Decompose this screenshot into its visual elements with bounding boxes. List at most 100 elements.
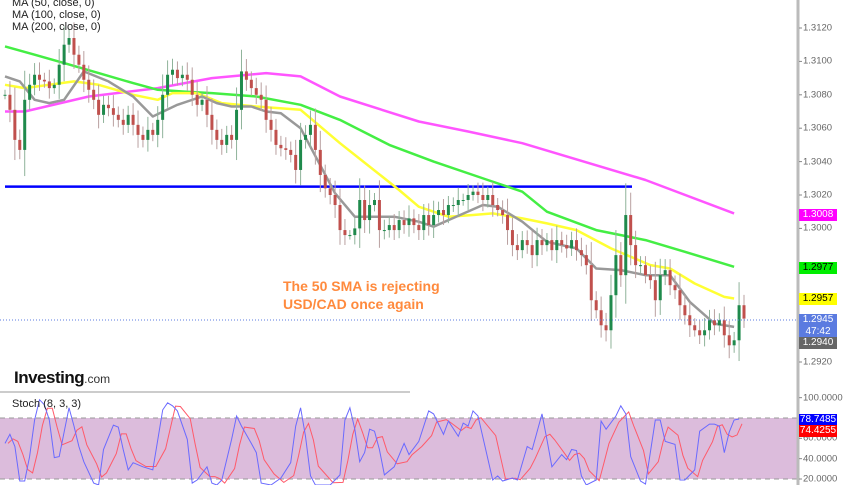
candle — [239, 49, 243, 130]
candle — [77, 45, 81, 73]
candle — [550, 228, 554, 261]
candle — [461, 193, 465, 206]
candle-body — [722, 320, 726, 336]
candle — [87, 65, 91, 103]
candle — [18, 129, 22, 160]
candle-body — [535, 240, 539, 256]
candle-body — [742, 305, 746, 319]
candle-body — [348, 235, 352, 237]
candle-body — [3, 94, 7, 96]
candle — [432, 200, 436, 238]
stoch-tick: 100.0000 — [803, 392, 843, 404]
candle — [377, 180, 381, 248]
candle — [698, 320, 702, 344]
candle-body — [373, 200, 376, 206]
candle-body — [136, 124, 140, 135]
candle-body — [225, 134, 229, 145]
candle — [491, 181, 495, 217]
candle — [648, 265, 652, 289]
legend-ma100[interactable]: MA (100, close, 0) — [12, 9, 101, 21]
candle — [368, 189, 372, 234]
candle — [171, 58, 175, 85]
candle-body — [333, 195, 337, 206]
candle — [584, 244, 588, 275]
candle — [23, 70, 27, 177]
ma50-value-label: 1.2957 — [799, 293, 837, 305]
candle-body — [653, 280, 657, 301]
candle — [141, 126, 145, 148]
candle-body — [313, 124, 317, 150]
candle — [180, 65, 184, 87]
candle — [82, 51, 86, 93]
candle-body — [698, 330, 702, 336]
candle — [737, 282, 741, 362]
candle-body — [363, 200, 367, 221]
candle — [515, 234, 519, 261]
candle-body — [28, 84, 32, 100]
candle-body — [338, 205, 342, 231]
candle — [486, 186, 490, 208]
candle — [727, 320, 731, 359]
price-tick: 1.3000 — [803, 222, 833, 234]
candle — [348, 230, 352, 240]
candle — [279, 135, 283, 157]
candle-body — [387, 225, 391, 231]
candle-body — [343, 230, 347, 236]
investing-logo: Investing.com — [14, 368, 110, 388]
candle — [175, 61, 179, 86]
legend-ma200[interactable]: MA (200, close, 0) — [12, 21, 101, 33]
candle — [634, 230, 638, 279]
candle — [210, 98, 214, 145]
candle — [392, 214, 396, 240]
fast-ma-value-label: 1.2940 — [799, 337, 837, 349]
stoch-label[interactable]: Stoch (8, 3, 3) — [12, 398, 82, 410]
candle — [481, 182, 485, 212]
candle-body — [491, 195, 495, 206]
candle-body — [92, 89, 96, 100]
candle-body — [565, 245, 569, 249]
stoch-d-line — [7, 405, 743, 484]
candle-body — [417, 225, 421, 231]
candles — [3, 22, 746, 362]
candle-body — [377, 200, 381, 231]
candle — [599, 296, 603, 338]
candle-body — [683, 305, 687, 316]
legend-ma50[interactable]: MA (50, close, 0) — [12, 0, 95, 9]
candle-body — [358, 200, 362, 229]
candle — [62, 26, 66, 82]
candle — [437, 201, 441, 223]
candle-body — [284, 148, 288, 150]
candle-body — [461, 200, 465, 202]
candle — [215, 119, 219, 150]
candle — [67, 29, 71, 53]
candle-body — [72, 38, 76, 55]
candle — [126, 105, 130, 133]
candle-body — [195, 94, 199, 105]
candle — [712, 309, 716, 336]
candle — [269, 106, 273, 142]
candle — [673, 275, 677, 299]
candle-body — [456, 200, 460, 206]
price-tick: 1.3040 — [803, 156, 833, 168]
candle-body — [269, 119, 273, 130]
candle-body — [609, 295, 613, 331]
candle — [111, 95, 115, 127]
candle-body — [663, 270, 667, 276]
ma100-value-label: 1.2977 — [799, 262, 837, 274]
candle-body — [308, 124, 312, 135]
candle — [116, 106, 120, 128]
candle — [166, 60, 170, 108]
candle-body — [643, 265, 647, 276]
candle — [451, 197, 455, 212]
candle — [471, 185, 475, 201]
candle — [717, 313, 721, 332]
candle — [92, 79, 96, 110]
candle-body — [496, 205, 500, 211]
candle — [289, 141, 293, 163]
candle — [308, 110, 312, 148]
candle — [102, 95, 106, 123]
candle-body — [717, 320, 721, 326]
candle — [722, 306, 726, 348]
candle — [639, 256, 643, 274]
